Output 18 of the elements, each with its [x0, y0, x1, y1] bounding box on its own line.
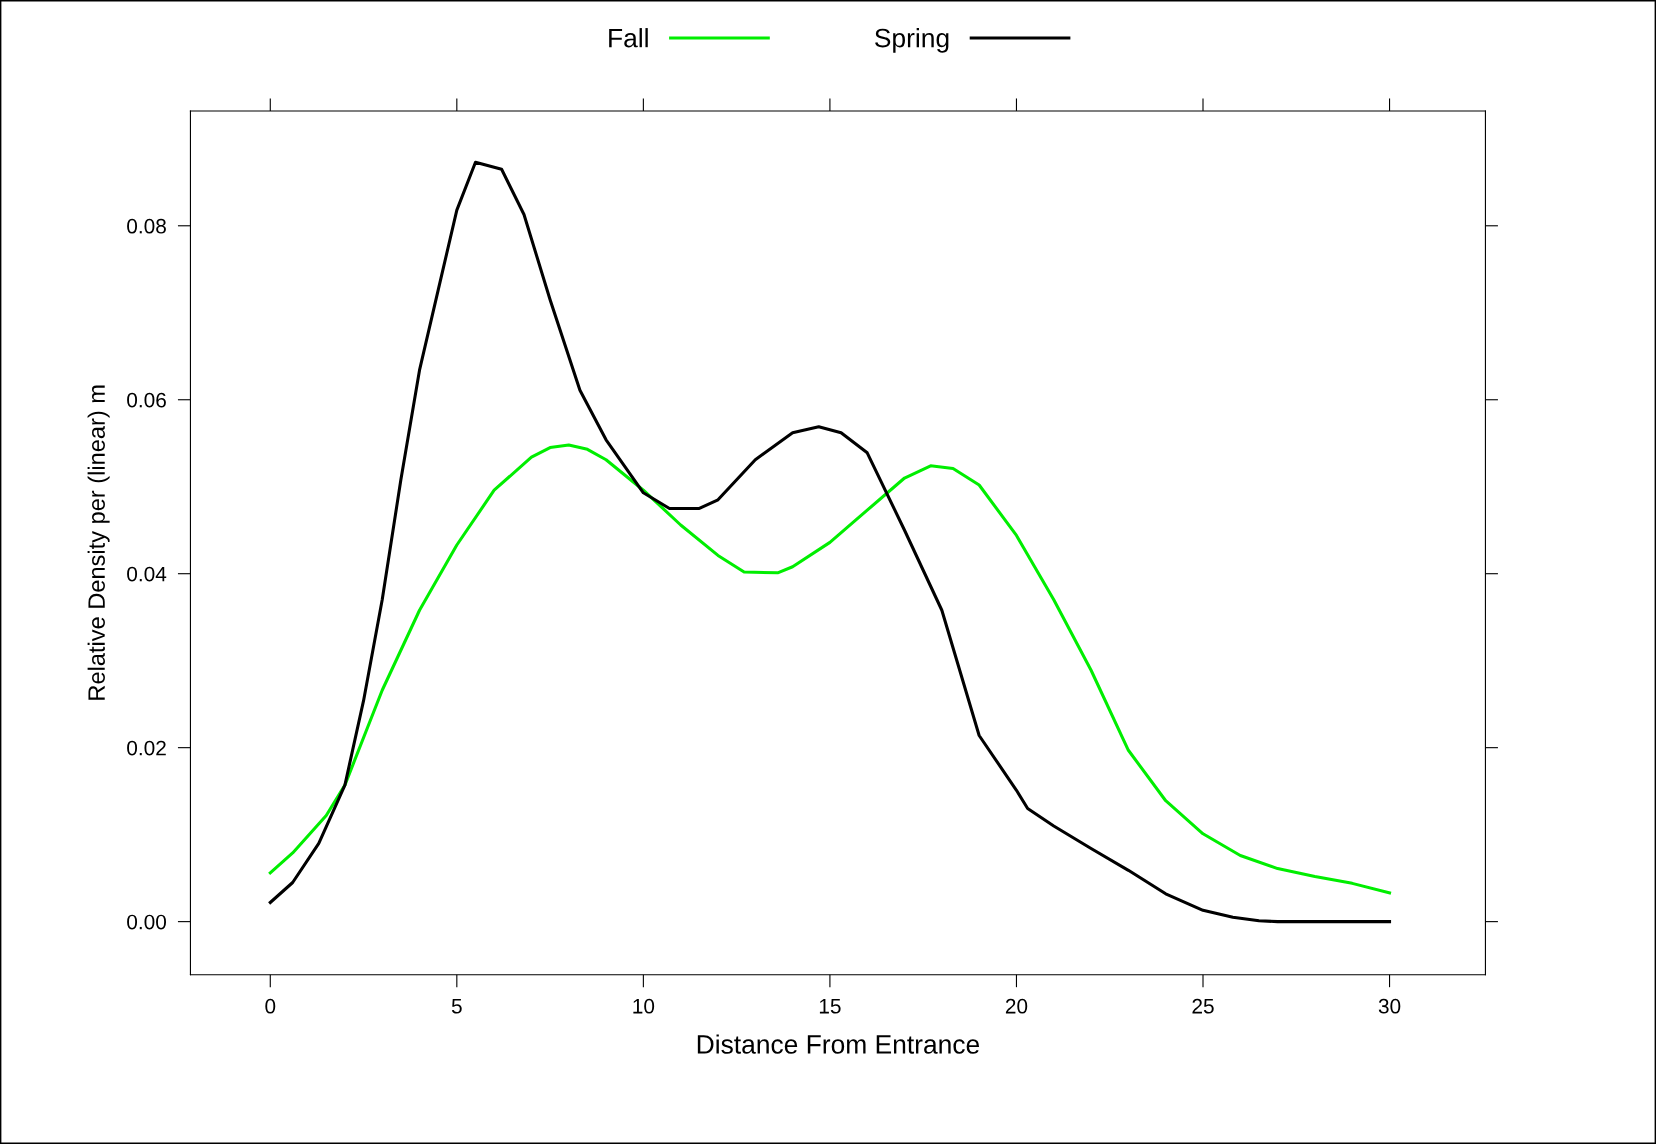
line-series — [268, 160, 1392, 924]
y-axis-title: Relative Density per (linear) m — [87, 385, 110, 700]
line-series — [268, 443, 1392, 895]
x-tick-label: 20 — [1005, 998, 1028, 1014]
legend-label: Spring — [875, 28, 949, 53]
x-axis-title: Distance From Entrance — [697, 1034, 980, 1054]
y-tick-label: 0.00 — [127, 914, 167, 930]
legend-label: Fall — [609, 28, 648, 48]
y-tick-label: 0.06 — [127, 392, 166, 408]
y-tick-label: 0.02 — [127, 740, 166, 756]
y-tick-label: 0.08 — [127, 218, 166, 234]
x-tick-label: 0 — [265, 998, 276, 1014]
x-tick-label: 5 — [451, 999, 462, 1014]
x-tick-label: 10 — [633, 998, 655, 1014]
y-tick-label: 0.04 — [127, 566, 167, 582]
x-tick-label: 25 — [1192, 998, 1214, 1014]
x-tick-label: 30 — [1378, 998, 1401, 1014]
x-tick-label: 15 — [819, 999, 841, 1014]
